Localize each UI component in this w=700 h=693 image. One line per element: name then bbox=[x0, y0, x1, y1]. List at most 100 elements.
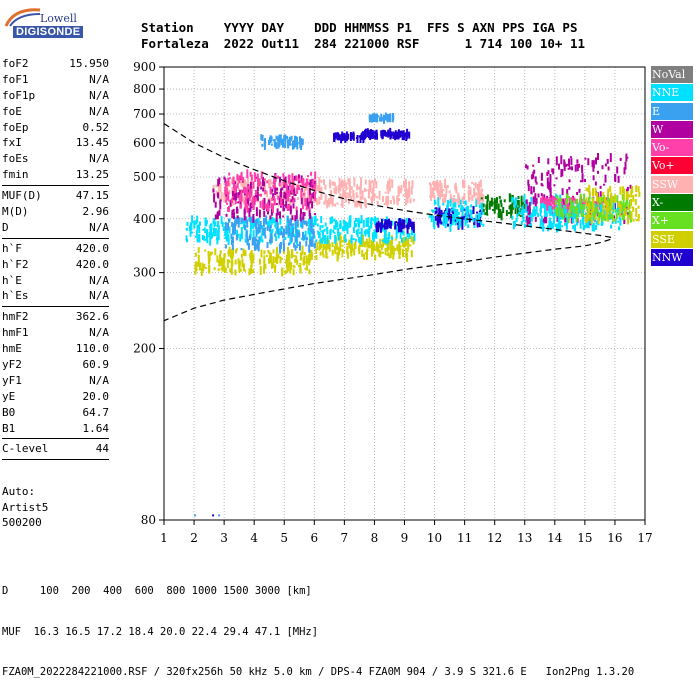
echo-mark bbox=[319, 238, 322, 244]
echo-mark bbox=[287, 204, 290, 210]
echo-mark bbox=[280, 231, 283, 236]
echo-mark bbox=[295, 255, 298, 263]
echo-mark bbox=[252, 199, 255, 202]
echo-mark bbox=[440, 183, 443, 193]
echo-mark bbox=[588, 195, 591, 200]
param-label: foF2 bbox=[2, 57, 29, 70]
echo-mark bbox=[542, 218, 545, 224]
echo-mark bbox=[477, 188, 480, 195]
echo-mark bbox=[217, 268, 220, 272]
echo-mark bbox=[198, 233, 201, 242]
echo-mark bbox=[239, 268, 242, 272]
echo-mark bbox=[590, 210, 593, 215]
echo-mark bbox=[213, 232, 215, 237]
echo-mark bbox=[372, 112, 375, 122]
echo-mark bbox=[282, 179, 285, 185]
echo-mark bbox=[291, 185, 293, 193]
echo-mark bbox=[275, 142, 278, 150]
echo-mark bbox=[279, 211, 281, 219]
echo-mark bbox=[514, 220, 516, 227]
echo-mark bbox=[275, 231, 278, 235]
echo-mark bbox=[263, 197, 266, 206]
echo-mark bbox=[270, 139, 273, 142]
echo-mark bbox=[375, 181, 378, 189]
echo-mark bbox=[524, 219, 527, 223]
echo-mark bbox=[497, 203, 500, 211]
echo-mark bbox=[584, 200, 587, 205]
echo-mark bbox=[359, 185, 362, 193]
echo-mark bbox=[260, 134, 263, 141]
echo-mark bbox=[288, 139, 291, 145]
echo-mark bbox=[243, 207, 246, 215]
echo-mark bbox=[345, 182, 348, 191]
echo-mark bbox=[287, 220, 290, 229]
echo-mark bbox=[347, 133, 350, 140]
echo-mark bbox=[246, 169, 249, 179]
echo-mark bbox=[610, 192, 613, 202]
echo-mark bbox=[621, 202, 624, 208]
echo-mark bbox=[244, 224, 246, 230]
echo-mark bbox=[486, 196, 489, 201]
echo-mark bbox=[334, 132, 337, 139]
echo-mark bbox=[339, 242, 342, 252]
echo-mark bbox=[469, 209, 472, 219]
echo-mark bbox=[234, 269, 237, 276]
echo-mark bbox=[449, 217, 452, 225]
echo-mark bbox=[307, 175, 309, 178]
echo-mark bbox=[353, 177, 356, 187]
echo-mark bbox=[337, 188, 340, 194]
echo-mark bbox=[580, 180, 582, 183]
echo-mark bbox=[341, 200, 344, 208]
echo-mark bbox=[321, 237, 324, 244]
echo-mark bbox=[498, 210, 500, 218]
echo-mark bbox=[557, 218, 560, 223]
echo-mark bbox=[218, 184, 220, 194]
echo-mark bbox=[429, 182, 431, 186]
echo-mark bbox=[378, 117, 381, 122]
echo-mark bbox=[392, 195, 395, 199]
echo-mark bbox=[301, 219, 304, 229]
echo-mark bbox=[582, 225, 585, 231]
echo-mark bbox=[228, 172, 231, 176]
echo-mark bbox=[445, 185, 448, 194]
echo-mark bbox=[285, 183, 288, 188]
echo-mark bbox=[349, 132, 352, 141]
echo-mark bbox=[286, 136, 288, 140]
echo-mark bbox=[404, 236, 407, 241]
echo-mark bbox=[609, 205, 612, 210]
echo-mark bbox=[355, 217, 357, 222]
echo-mark bbox=[409, 244, 412, 247]
echo-mark bbox=[389, 240, 392, 250]
echo-mark bbox=[576, 159, 579, 164]
echo-mark bbox=[385, 198, 388, 205]
param-label: yE bbox=[2, 389, 16, 403]
echo-mark bbox=[505, 210, 508, 217]
echo-mark bbox=[287, 185, 290, 194]
echo-mark bbox=[264, 190, 267, 194]
echo-mark bbox=[375, 235, 378, 239]
echo-mark bbox=[624, 161, 627, 170]
echo-mark bbox=[555, 199, 557, 205]
echo-mark bbox=[343, 136, 346, 141]
echo-mark bbox=[432, 209, 434, 213]
echo-mark bbox=[303, 212, 306, 217]
echo-mark bbox=[567, 167, 570, 170]
echo-mark bbox=[524, 203, 526, 208]
echo-mark bbox=[573, 197, 576, 201]
echo-mark bbox=[602, 192, 605, 196]
echo-mark bbox=[210, 251, 213, 255]
echo-mark bbox=[563, 209, 566, 213]
echo-mark bbox=[391, 236, 394, 240]
param-value: N/A bbox=[89, 289, 109, 303]
echo-mark bbox=[341, 196, 344, 204]
echo-mark bbox=[319, 251, 322, 256]
ionogram-chart: 1 2 3 4 5 6 7 8 9 10 11 12 13 14 15 16 17802003004005006… bbox=[133, 60, 653, 545]
echo-mark bbox=[199, 222, 201, 226]
echo-mark bbox=[590, 202, 593, 209]
echo-mark bbox=[340, 182, 343, 189]
echo-mark bbox=[270, 143, 273, 146]
echo-mark bbox=[287, 250, 290, 256]
param-separator bbox=[2, 459, 109, 461]
echo-mark bbox=[626, 186, 629, 191]
echo-mark bbox=[480, 194, 483, 199]
